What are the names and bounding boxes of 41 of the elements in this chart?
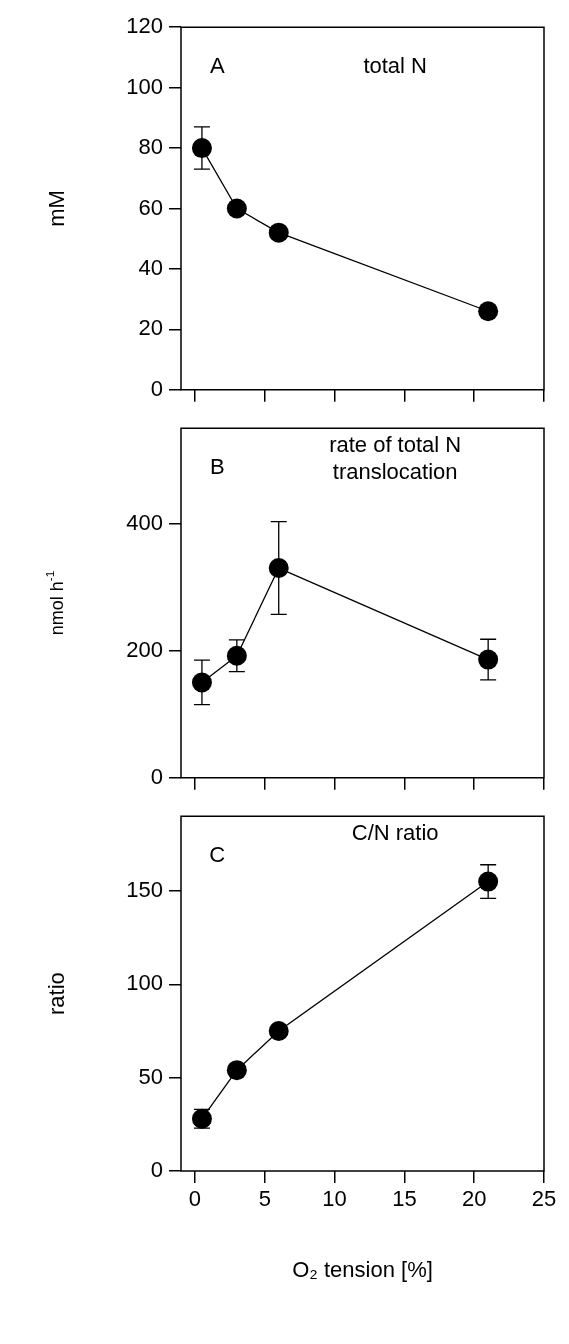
y-tick-label: 150 bbox=[126, 876, 163, 902]
point bbox=[226, 198, 247, 219]
x-tick-label: 15 bbox=[392, 1186, 417, 1212]
y-axis-title: nmol h-1 bbox=[43, 570, 67, 636]
point bbox=[268, 1020, 289, 1041]
point bbox=[268, 558, 289, 579]
point bbox=[191, 138, 212, 159]
y-axis-title: mM bbox=[44, 190, 70, 227]
y-tick-label: 80 bbox=[138, 134, 163, 160]
y-tick-label: 60 bbox=[138, 194, 163, 220]
y-tick-label: 40 bbox=[138, 255, 163, 280]
y-tick-label: 100 bbox=[126, 970, 163, 996]
text: rate of total N translocation bbox=[329, 432, 462, 485]
y-tick-label: 20 bbox=[138, 315, 163, 341]
chart-title: C/N ratio bbox=[351, 820, 439, 846]
point bbox=[226, 1060, 247, 1081]
y-tick-label: 0 bbox=[150, 1157, 163, 1183]
y-axis-title: ratio bbox=[44, 972, 70, 1015]
y-tick-label: 400 bbox=[126, 509, 163, 535]
y-tick-label: 200 bbox=[126, 636, 163, 662]
point bbox=[268, 222, 289, 243]
annotation: C bbox=[209, 842, 226, 868]
x-tick-label: 20 bbox=[461, 1186, 487, 1212]
point bbox=[478, 301, 499, 322]
x-tick-label: 10 bbox=[322, 1186, 347, 1212]
y-tick-label: 0 bbox=[150, 375, 163, 401]
annotation: B bbox=[209, 454, 225, 480]
y-tick-label: 120 bbox=[126, 13, 163, 39]
x-tick-label: 0 bbox=[188, 1186, 202, 1212]
text: total N bbox=[363, 53, 427, 79]
point bbox=[478, 649, 499, 670]
x-tick-label: 5 bbox=[258, 1186, 271, 1212]
y-tick-label: 100 bbox=[126, 73, 163, 99]
y-tick-label: 50 bbox=[138, 1063, 163, 1089]
x-tick-label: 25 bbox=[531, 1186, 557, 1212]
x-axis-title: O₂ tension [%] bbox=[292, 1257, 433, 1283]
point bbox=[191, 672, 212, 693]
y-tick-label: 0 bbox=[150, 763, 163, 789]
annotation: A bbox=[209, 53, 225, 79]
point bbox=[226, 645, 247, 666]
point bbox=[478, 871, 499, 892]
